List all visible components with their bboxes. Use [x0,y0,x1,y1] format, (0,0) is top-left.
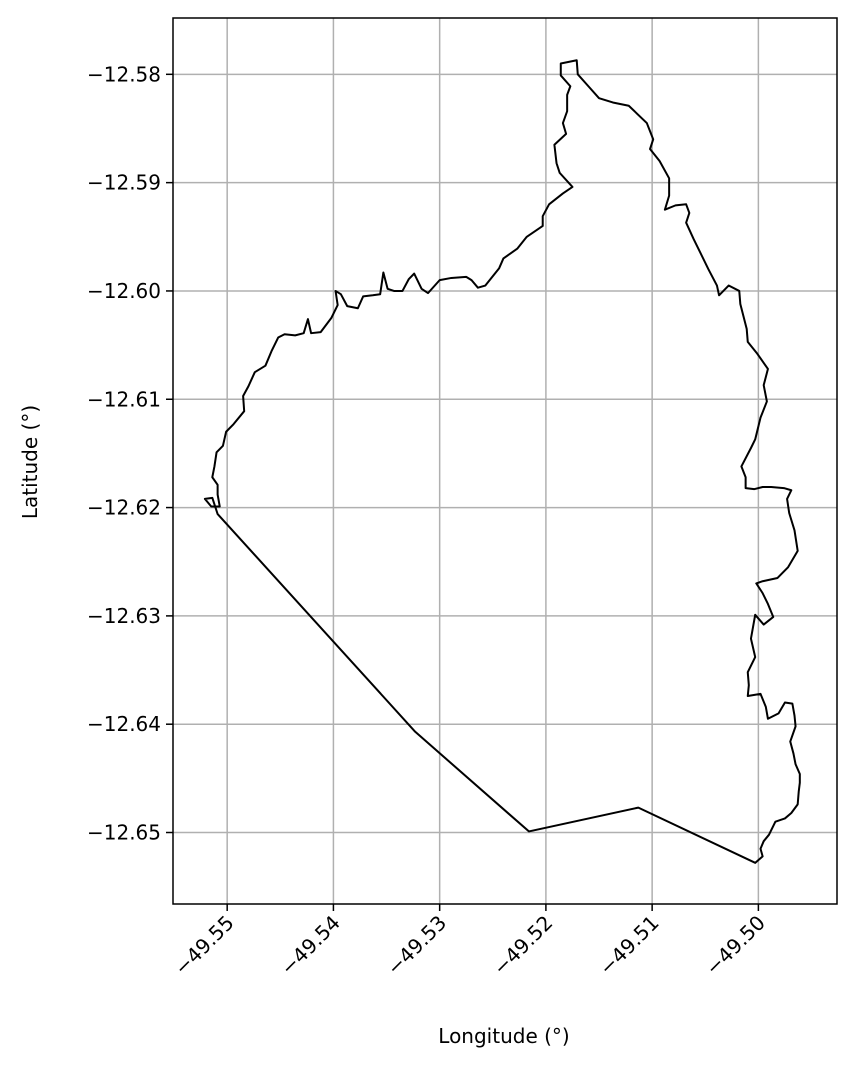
x-axis-label: Longitude (°) [438,1024,569,1048]
boundary-outline [203,59,801,864]
axes-frame [172,17,838,905]
y-tick-label: −12.62 [87,496,161,520]
y-tick-label: −12.64 [87,712,161,736]
grid [173,18,837,904]
y-tick-label: −12.59 [87,171,161,195]
y-tick-label: −12.65 [87,821,161,845]
y-axis-label: Latitude (°) [18,405,42,519]
y-tick-label: −12.61 [87,387,161,411]
plot-area [172,17,838,905]
y-tick-label: −12.58 [87,62,161,86]
y-tick-label: −12.63 [87,604,161,628]
y-tick-label: −12.60 [87,279,161,303]
y-axis: −12.58 −12.59 −12.60 −12.61 −12.62 −12.63 −12.… [87,62,173,845]
